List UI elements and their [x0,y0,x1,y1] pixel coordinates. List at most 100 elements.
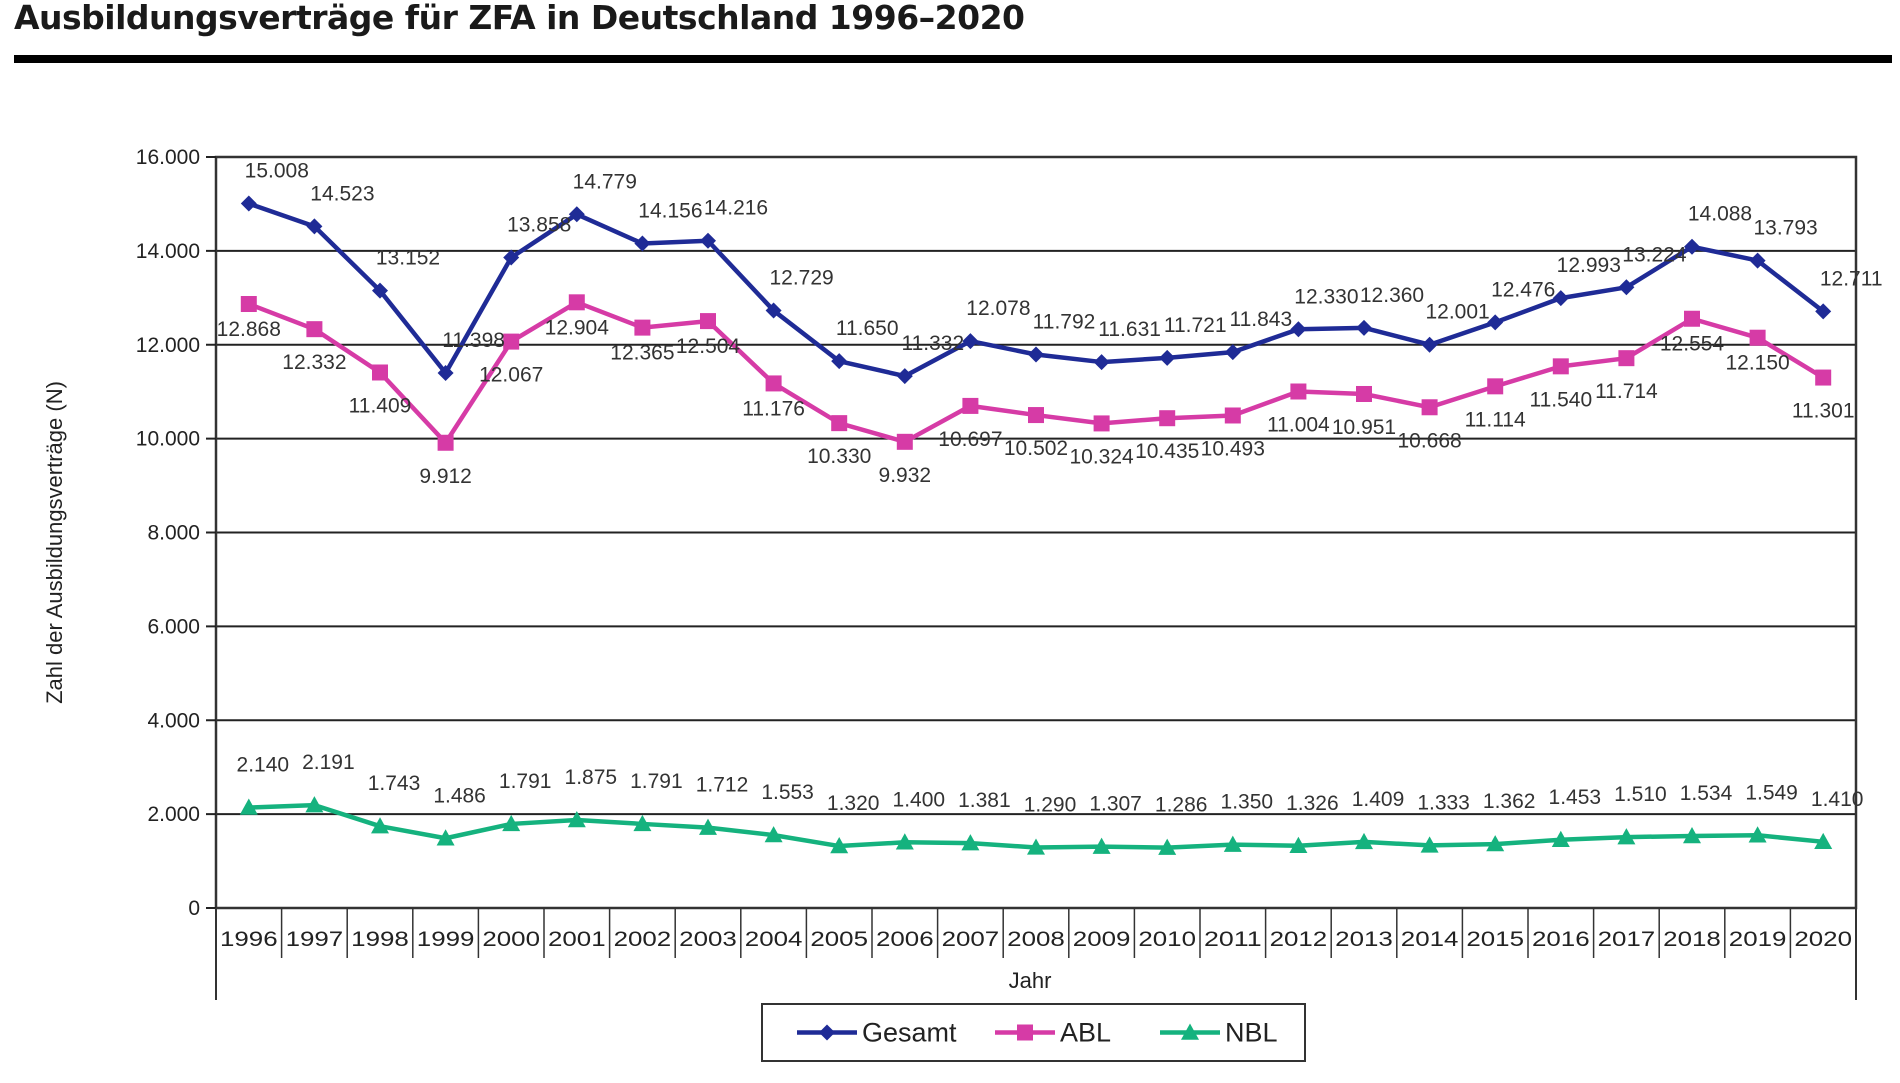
data-point [1618,279,1635,296]
data-point [1552,290,1569,307]
data-point [240,296,257,313]
data-point [1159,410,1176,427]
data-point [372,282,388,299]
data-point [1617,828,1636,845]
data-label: 12.711 [1820,267,1883,290]
data-label: 12.868 [217,318,281,341]
data-point [831,415,848,432]
data-label: 13.858 [507,214,571,237]
data-point [1487,378,1504,395]
data-point [502,814,521,832]
data-point [239,798,258,815]
x-tick-label: 1998 [351,928,409,951]
data-point [567,810,586,828]
y-tick-label: 8.000 [147,522,200,545]
data-label: 11.004 [1267,413,1330,436]
data-label: 11.843 [1229,308,1292,331]
data-point [437,434,454,451]
data-label: 11.409 [349,394,412,417]
title-rule [14,55,1892,63]
data-point [1684,310,1700,327]
x-tick-label: 1999 [417,928,475,951]
data-label: 1.362 [1483,790,1536,813]
legend-item-nbl: NBL [1160,1018,1278,1048]
data-point [1028,346,1044,363]
series [239,195,1833,855]
data-point [1290,383,1307,400]
data-point [634,235,651,252]
data-label: 11.721 [1164,314,1227,337]
data-point [1224,407,1241,424]
data-label: 10.951 [1332,416,1396,439]
y-tick-label: 4.000 [147,709,200,732]
data-point [437,365,454,382]
data-label: 1.712 [696,774,749,797]
data-label: 12.729 [769,267,833,290]
data-point [699,818,717,835]
data-point [1224,344,1241,361]
data-label: 11.114 [1465,408,1526,431]
data-label: 12.554 [1660,333,1725,356]
data-label: 9.912 [419,465,472,488]
data-point [372,364,388,381]
data-point [1815,303,1832,320]
data-label: 10.502 [1004,437,1068,460]
data-label: 13.152 [376,247,440,270]
data-point [700,313,716,330]
data-point [1027,838,1045,855]
x-tick-label: 2001 [548,928,606,951]
x-tick-label: 2003 [679,928,737,951]
series-nbl [239,796,1833,855]
data-label: 12.993 [1557,254,1621,277]
data-point [634,319,651,336]
x-tick-label: 2010 [1138,928,1196,951]
x-tick-label: 1996 [220,928,278,951]
x-tick-label: 2017 [1598,928,1656,951]
data-point [1618,350,1635,367]
y-tick-label: 12.000 [136,334,200,357]
data-label: 1.350 [1221,791,1274,814]
x-tick-label: 2012 [1270,928,1328,951]
data-point [1092,837,1111,854]
x-tick-label: 2009 [1073,928,1131,951]
data-point [765,375,782,392]
data-label: 1.307 [1089,793,1142,816]
data-label: 1.453 [1549,786,1602,809]
data-point [1552,358,1569,375]
x-tick-label: 2004 [745,928,803,951]
data-label: 1.320 [827,792,880,815]
legend-label: NBL [1225,1018,1278,1048]
legend-marker [1017,1024,1033,1041]
x-tick-label: 2000 [482,928,540,951]
data-label: 15.008 [245,160,309,183]
data-point [371,817,389,834]
data-point [830,837,849,854]
data-point [1223,835,1242,852]
legend: Gesamt ABL NBL [761,1003,1306,1062]
data-label: 1.486 [433,784,486,807]
data-label: 11.714 [1595,380,1658,403]
x-tick-label: 2007 [942,928,1000,951]
x-tick-label: 1997 [286,928,344,951]
data-point [1290,321,1307,338]
data-point [503,249,520,266]
y-tick-label: 10.000 [136,428,200,451]
x-tick-label: 2013 [1335,928,1393,951]
data-label: 11.792 [1033,311,1096,334]
data-point [436,829,455,846]
legend-item-abl: ABL [995,1018,1111,1048]
data-label: 1.410 [1811,788,1864,811]
legend-marker [1181,1023,1199,1040]
data-label: 1.326 [1286,792,1339,815]
data-label: 2.191 [302,751,355,774]
data-point [568,206,585,223]
data-label: 1.381 [958,789,1011,812]
data-label: 9.932 [879,464,932,487]
data-point [765,302,782,319]
data-point [764,826,783,843]
x-tick-label: 2016 [1532,928,1590,951]
data-point [1749,252,1766,269]
data-label: 12.476 [1491,278,1555,301]
data-point [1551,830,1570,847]
data-point [700,232,716,249]
